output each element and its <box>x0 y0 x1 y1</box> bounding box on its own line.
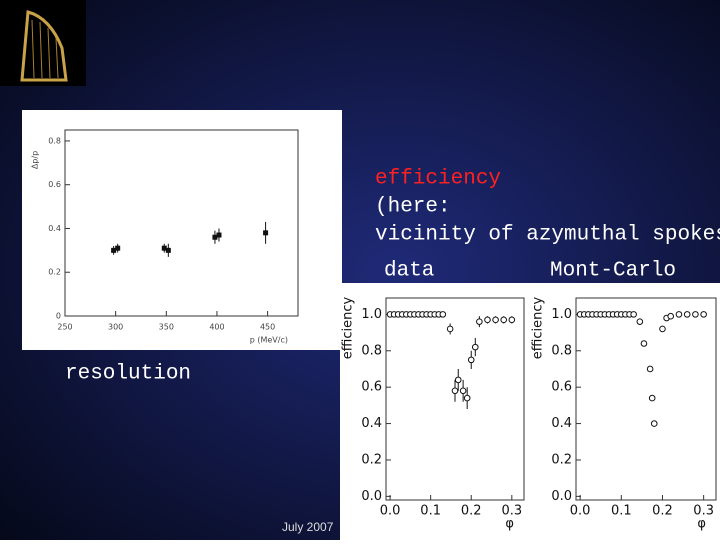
point <box>648 394 656 402</box>
caption: resolution <box>65 363 191 386</box>
point <box>700 311 707 318</box>
point <box>646 365 654 373</box>
harp-logo <box>0 0 86 86</box>
x-axis-label: φ <box>697 517 706 532</box>
x-tick-label: 0.0 <box>380 504 401 519</box>
plot-frame <box>575 297 717 501</box>
x-tick-label: 350 <box>159 323 174 332</box>
point <box>508 316 516 324</box>
y-tick-label: 1.0 <box>551 307 572 322</box>
x-axis-label: φ <box>505 517 514 532</box>
plot-panel <box>22 110 342 350</box>
x-tick-label: 300 <box>108 323 123 332</box>
point <box>454 376 462 384</box>
point <box>161 245 167 251</box>
y-tick-label: 0.4 <box>361 416 382 431</box>
data-label: data <box>384 260 434 283</box>
point <box>476 318 483 325</box>
x-tick-label: 400 <box>209 323 224 332</box>
point <box>650 420 658 427</box>
y-tick-label: 0.8 <box>361 343 382 358</box>
heading: (here: <box>375 196 451 219</box>
x-tick-label: 0.1 <box>420 504 441 519</box>
x-tick-label: 0.2 <box>652 504 673 519</box>
plot-panel <box>340 283 720 540</box>
x-tick-label: 0.2 <box>461 504 482 519</box>
heading: vicinity of azymuthal spokes) <box>375 224 720 247</box>
y-tick-label: 0.4 <box>551 416 572 431</box>
y-tick-label: 0.0 <box>361 489 382 504</box>
point <box>492 316 499 324</box>
point <box>467 356 475 364</box>
plot-frame <box>385 297 525 501</box>
point <box>484 316 491 324</box>
mc-label: Mont-Carlo <box>550 260 676 283</box>
y-tick-label: 0.4 <box>48 224 61 233</box>
x-axis-label: p (MeV/c) <box>250 336 288 345</box>
point <box>263 230 269 236</box>
y-tick-label: 0 <box>56 312 61 321</box>
point <box>463 394 471 402</box>
point <box>500 316 508 324</box>
footer: July 2007 <box>282 520 334 534</box>
y-tick-label: 0.6 <box>551 380 572 395</box>
point <box>683 311 691 318</box>
x-tick-label: 0.3 <box>693 504 714 519</box>
x-tick-label: 450 <box>260 323 275 332</box>
heading: efficiency <box>375 168 501 191</box>
plot-frame <box>64 129 299 317</box>
point <box>165 247 171 253</box>
y-axis-label: Δp/p <box>31 151 40 169</box>
y-tick-label: 0.2 <box>48 268 61 277</box>
point <box>115 245 121 251</box>
y-axis-label: efficiency <box>341 296 356 359</box>
x-tick-label: 0.3 <box>501 504 522 519</box>
y-tick-label: 0.0 <box>551 489 572 504</box>
point <box>636 318 644 325</box>
x-tick-label: 250 <box>57 323 72 332</box>
point <box>675 311 683 318</box>
point <box>630 311 637 318</box>
point <box>111 247 117 253</box>
point <box>471 343 479 351</box>
point <box>212 234 218 240</box>
point <box>640 340 648 347</box>
y-tick-label: 1.0 <box>361 307 382 322</box>
point <box>451 387 459 395</box>
x-tick-label: 0.1 <box>611 504 632 519</box>
y-tick-label: 0.2 <box>361 452 382 467</box>
point <box>439 311 447 318</box>
point <box>459 387 467 395</box>
y-axis-label: efficiency <box>531 296 546 359</box>
y-tick-label: 0.8 <box>48 136 61 145</box>
y-tick-label: 0.6 <box>361 380 382 395</box>
point <box>446 325 454 333</box>
point <box>216 232 222 238</box>
point <box>692 311 699 318</box>
point <box>659 325 666 333</box>
y-tick-label: 0.6 <box>48 180 61 189</box>
y-tick-label: 0.8 <box>551 343 572 358</box>
x-tick-label: 0.0 <box>570 504 591 519</box>
y-tick-label: 0.2 <box>551 452 572 467</box>
point <box>667 312 675 320</box>
